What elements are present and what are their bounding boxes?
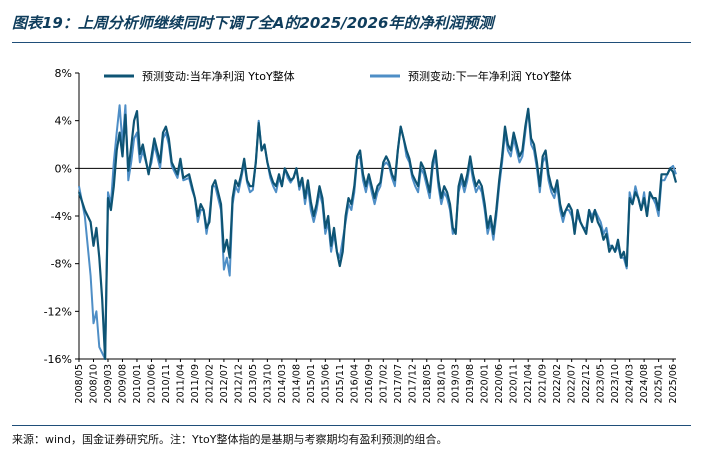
x-tick-label: 2015/11 [335, 364, 346, 403]
y-tick-label: -16% [44, 353, 72, 366]
y-tick-label: 0% [55, 162, 72, 175]
series-line-current-year [77, 107, 678, 361]
y-tick-label: -8% [51, 258, 72, 271]
x-tick-label: 2010/06 [146, 364, 157, 403]
x-tick-label: 2015/06 [320, 364, 331, 403]
x-tick-label: 2010/01 [132, 364, 143, 403]
x-tick-label: 2023/10 [610, 364, 621, 403]
x-tick-label: 2010/11 [161, 364, 172, 403]
x-tick-label: 2018/05 [422, 364, 433, 403]
y-tick-label: -4% [51, 210, 72, 223]
x-tick-label: 2016/04 [349, 364, 360, 403]
x-tick-label: 2017/12 [407, 364, 418, 403]
x-tick-label: 2013/05 [248, 364, 259, 403]
x-tick-label: 2021/09 [538, 364, 549, 403]
legend-label-current-year: 预测变动:当年净利润 YtoY整体 [142, 69, 295, 83]
x-tick-label: 2022/07 [567, 364, 578, 403]
x-tick-label: 2020/11 [509, 364, 520, 403]
y-tick-label: 4% [55, 115, 72, 128]
x-tick-label: 2025/06 [668, 364, 679, 403]
title-divider [12, 42, 691, 43]
x-tick-label: 2025/01 [654, 364, 665, 403]
x-tick-label: 2009/08 [117, 364, 128, 403]
x-tick-label: 2008/05 [74, 364, 85, 403]
source-note: 来源：wind，国金证券研究所。注：YtoY整体指的是基期与考察期均有盈利预测的… [12, 433, 448, 446]
x-tick-label: 2024/03 [625, 364, 636, 403]
legend-label-next-year: 预测变动:下一年净利润 YtoY整体 [408, 69, 572, 83]
line-chart: 8% 4% 0% -4% -8% -12% -16% 2008/05 2008/10 2009/… [44, 67, 680, 403]
x-tick-label: 2008/10 [88, 364, 99, 403]
x-tick-label: 2023/05 [596, 364, 607, 403]
x-tick-label: 2020/01 [480, 364, 491, 403]
x-tick-label: 2018/10 [436, 364, 447, 403]
x-tick-label: 2014/03 [277, 364, 288, 403]
x-tick-label: 2019/08 [465, 364, 476, 403]
x-tick-label: 2024/08 [639, 364, 650, 403]
x-axis: 2008/05 2008/10 2009/03 2009/08 2010/01 2010/… [74, 358, 679, 403]
x-tick-label: 2016/09 [364, 364, 375, 403]
x-tick-label: 2014/08 [291, 364, 302, 403]
x-tick-label: 2022/12 [581, 364, 592, 403]
x-tick-label: 2012/07 [219, 364, 230, 403]
x-tick-label: 2017/02 [378, 364, 389, 403]
legend: 预测变动:当年净利润 YtoY整体 预测变动:下一年净利润 YtoY整体 [104, 69, 572, 83]
x-tick-label: 2022/02 [552, 364, 563, 403]
y-axis: 8% 4% 0% -4% -8% -12% -16% [44, 67, 80, 366]
x-tick-label: 2009/03 [103, 364, 114, 403]
x-tick-label: 2020/06 [494, 364, 505, 403]
y-tick-label: -12% [44, 305, 72, 318]
x-tick-label: 2011/09 [190, 364, 201, 403]
x-tick-label: 2017/07 [393, 364, 404, 403]
footer-divider [12, 425, 691, 426]
x-tick-label: 2013/10 [262, 364, 273, 403]
x-tick-label: 2012/12 [233, 364, 244, 403]
y-tick-label: 8% [55, 67, 72, 80]
x-tick-label: 2019/03 [451, 364, 462, 403]
x-tick-label: 2015/01 [306, 364, 317, 403]
x-tick-label: 2021/04 [523, 364, 534, 403]
figure-title: 图表19：上周分析师继续同时下调了全A的2025/2026年的净利润预测 [12, 14, 494, 32]
series-lines [77, 104, 678, 361]
x-tick-label: 2012/02 [204, 364, 215, 403]
x-tick-label: 2011/04 [175, 364, 186, 403]
